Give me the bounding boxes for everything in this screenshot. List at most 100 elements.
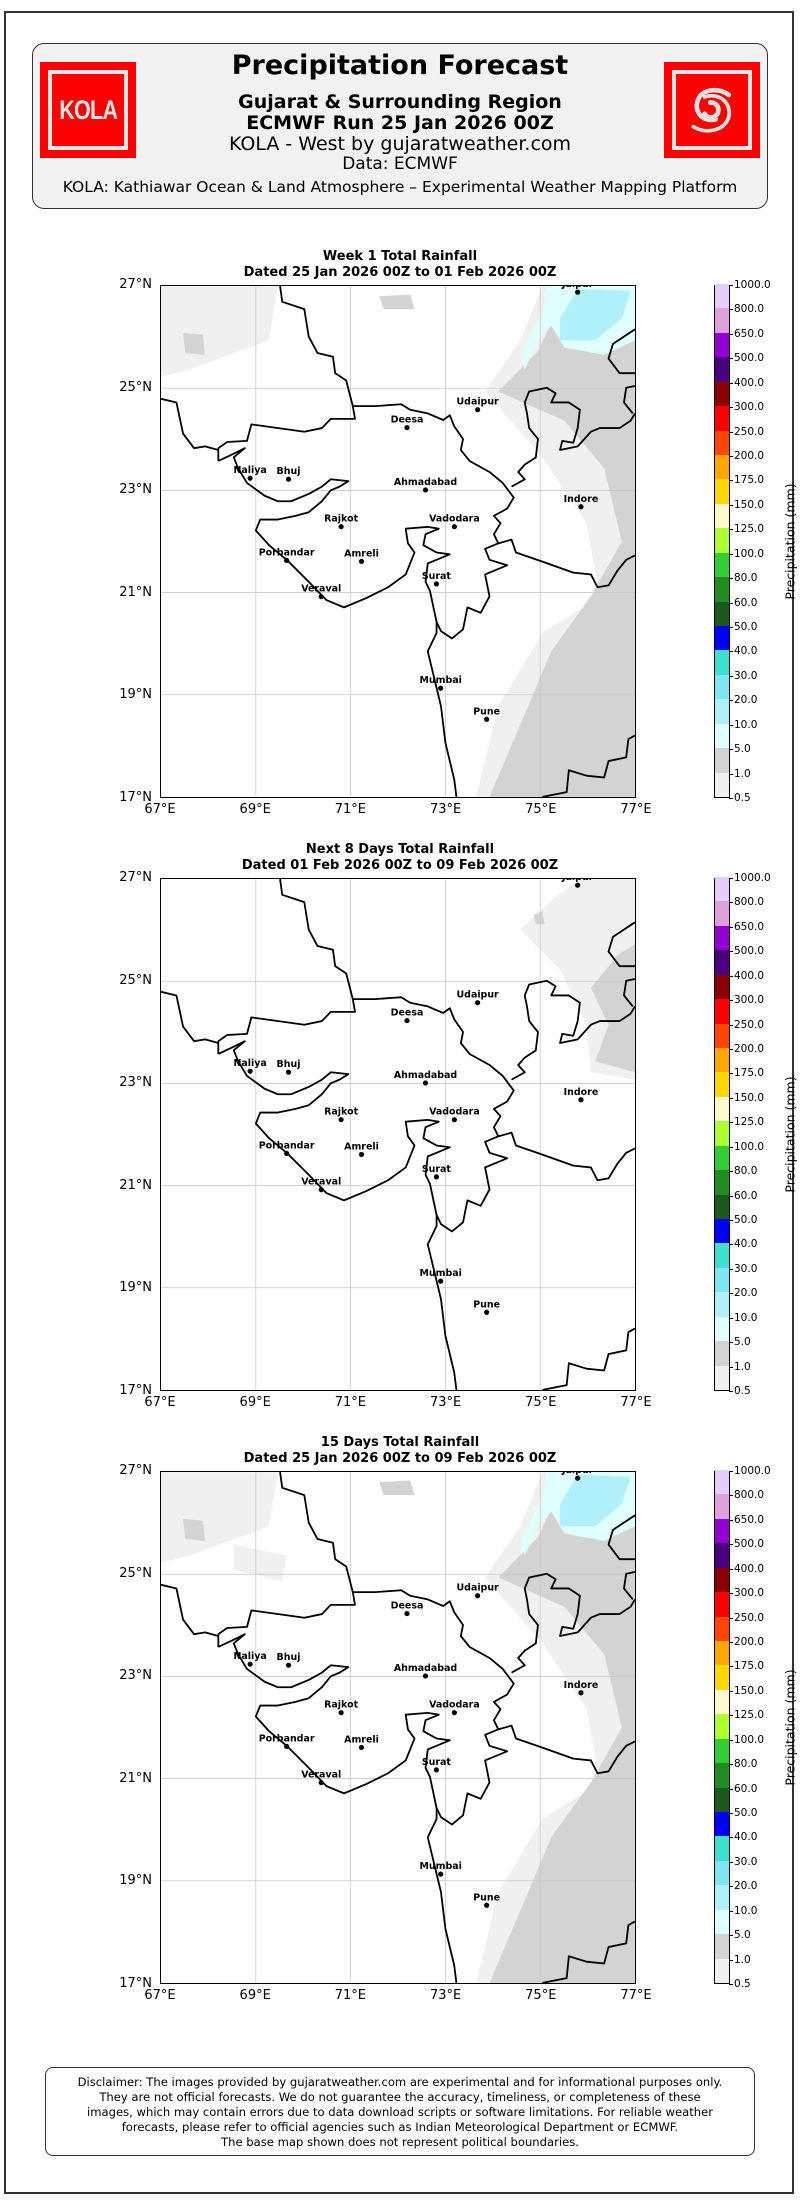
- city-label: Udaipur: [457, 990, 500, 1001]
- colorbar-bin: [715, 1120, 729, 1146]
- x-tick-label: 67°E: [144, 1395, 176, 1410]
- colorbar-tick-label: 80.0: [728, 1165, 758, 1178]
- boundary-line: [542, 1327, 635, 1390]
- city-label: Indore: [564, 1680, 599, 1691]
- colorbar-tick-label: 125.0: [728, 1709, 765, 1722]
- city-marker: [438, 1278, 444, 1284]
- colorbar-bin: [715, 454, 729, 480]
- city-marker: [285, 1069, 292, 1075]
- rain-shade: [379, 1480, 415, 1496]
- x-tick-label: 73°E: [429, 802, 462, 817]
- colorbar-tick-label: 100.0: [728, 1733, 765, 1746]
- city-marker: [338, 1710, 344, 1716]
- colorbar-bin: [715, 1958, 729, 1983]
- colorbar-tick-label: 300.0: [728, 994, 765, 1007]
- colorbar-tick-label: 10.0: [728, 718, 758, 731]
- colorbar-tick-label: 250.0: [728, 425, 765, 438]
- city-label: Deesa: [391, 1008, 424, 1019]
- rain-shade: [183, 332, 206, 355]
- colorbar-bin: [715, 527, 729, 553]
- x-tick-label: 67°E: [144, 1988, 176, 2003]
- colorbar-bin: [715, 649, 729, 675]
- colorbar-bin: [715, 772, 729, 797]
- boundary-line: [623, 978, 635, 1007]
- colorbar: [714, 283, 730, 798]
- city-marker: [438, 1871, 444, 1877]
- colorbar-tick-label: 40.0: [728, 1238, 758, 1251]
- colorbar-bin: [715, 925, 729, 951]
- city-marker: [422, 1673, 429, 1679]
- city-marker: [247, 1661, 253, 1667]
- colorbar-bin: [715, 1860, 729, 1886]
- y-tick-label: 21°N: [119, 1770, 152, 1786]
- city-label: Mumbai: [419, 1861, 461, 1872]
- colorbar-tick-label: 1.0: [729, 1360, 751, 1373]
- boundary-line: [279, 879, 515, 1233]
- colorbar-bin: [715, 949, 729, 975]
- boundary-line: [161, 397, 219, 451]
- colorbar-tick-label: 0.5: [729, 1978, 751, 1990]
- city-label: Udaipur: [457, 1583, 500, 1594]
- colorbar-tick-label: 800.0: [728, 303, 765, 316]
- city-label: Vadodara: [429, 1700, 480, 1711]
- rainfall-map: Jaipur Udaipur Deesa Naliya Bhuj Ahmadabad Ind…: [160, 285, 636, 798]
- colorbar-tick-label: 20.0: [728, 1287, 758, 1300]
- city-marker: [575, 1475, 581, 1481]
- city-label: Indore: [564, 1087, 599, 1098]
- colorbar-bin: [715, 1340, 729, 1366]
- city-label: Surat: [422, 571, 452, 582]
- boundary-line: [498, 1724, 635, 1775]
- boundary-line: [542, 1920, 635, 1983]
- y-tick-label: 19°N: [119, 1873, 152, 1889]
- boundary-line: [607, 1514, 635, 1561]
- colorbar-tick-label: 250.0: [728, 1611, 765, 1624]
- colorbar-bin: [715, 1567, 729, 1593]
- rain-shade: [560, 1475, 631, 1527]
- city-marker: [475, 1593, 481, 1599]
- colorbar-tick-label: 800.0: [728, 896, 765, 909]
- colorbar-tick-label: 150.0: [728, 1091, 765, 1104]
- colorbar-bin: [715, 1469, 729, 1495]
- city-marker: [285, 1662, 292, 1668]
- city-label: Amreli: [344, 1734, 379, 1745]
- kola-logo-text: KOLA: [59, 94, 118, 125]
- city-marker: [578, 504, 584, 510]
- city-label: Naliya: [233, 1651, 266, 1662]
- x-tick-label: 69°E: [239, 1988, 271, 2003]
- colorbar-tick-label: 40.0: [728, 645, 758, 658]
- colorbar-bin: [715, 723, 729, 749]
- city-marker: [318, 1187, 324, 1193]
- x-tick-label: 71°E: [334, 802, 367, 817]
- city-marker: [358, 1744, 365, 1751]
- colorbar-bin: [715, 503, 729, 529]
- disclaimer-line: The base map shown does not represent po…: [221, 2135, 579, 2149]
- y-tick-label: 17°N: [119, 1976, 152, 1991]
- city-marker: [578, 1690, 584, 1696]
- byline: KOLA - West by gujaratweather.com: [228, 133, 572, 155]
- colorbar-tick-label: 800.0: [728, 1489, 765, 1502]
- colorbar-bin: [715, 601, 729, 626]
- rain-shade: [590, 944, 635, 1073]
- city-label: Naliya: [233, 1058, 266, 1069]
- colorbar-tick-label: 50.0: [728, 1807, 758, 1819]
- x-tick-label: 71°E: [334, 1988, 367, 2003]
- colorbar-tick-label: 50.0: [728, 621, 758, 633]
- colorbar-tick-label: 500.0: [728, 945, 765, 958]
- rainfall-map: Jaipur Udaipur Deesa Naliya Bhuj Ahmadabad Ind…: [160, 878, 636, 1391]
- boundary-line: [217, 1040, 458, 1390]
- city-label: Indore: [564, 494, 599, 505]
- city-marker: [451, 524, 457, 530]
- city-label: Deesa: [391, 415, 424, 426]
- boundary-line: [511, 1572, 635, 1674]
- colorbar-bin: [715, 998, 729, 1024]
- colorbar-bin: [715, 356, 729, 382]
- rain-shade: [489, 289, 635, 797]
- region-subtitle: Gujarat & Surrounding Region: [238, 91, 562, 113]
- colorbar-bin: [715, 1909, 729, 1935]
- colorbar-tick-label: 60.0: [728, 1782, 758, 1795]
- city-marker: [484, 716, 490, 722]
- colorbar-bin: [715, 1884, 729, 1910]
- city-label: Pune: [473, 1299, 500, 1310]
- y-tick-label: 27°N: [119, 277, 152, 292]
- boundary-line: [607, 328, 635, 375]
